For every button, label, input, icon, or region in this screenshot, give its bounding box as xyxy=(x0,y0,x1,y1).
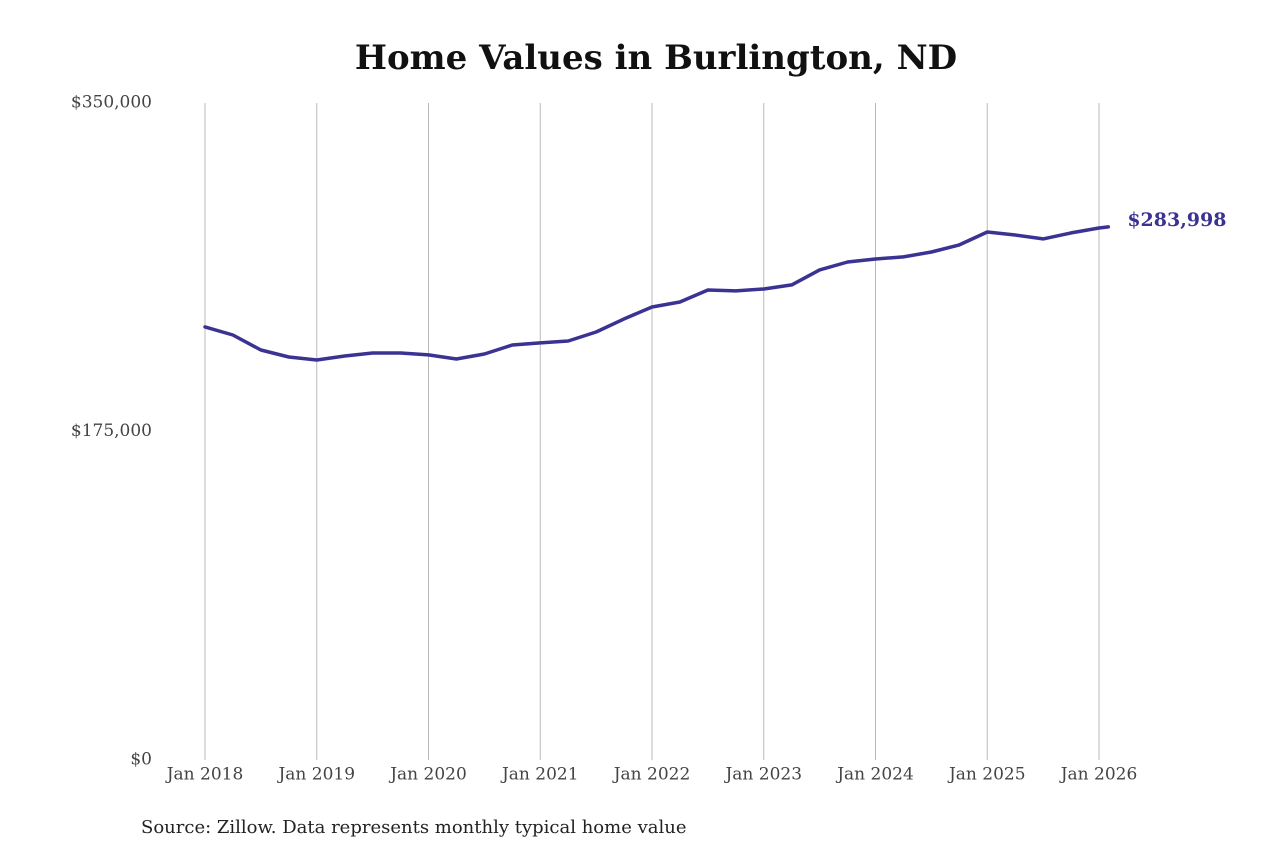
x-tick-label: Jan 2022 xyxy=(612,765,691,785)
x-tick-label: Jan 2019 xyxy=(276,765,355,785)
x-tick-label: Jan 2018 xyxy=(165,765,244,785)
y-tick-label: $175,000 xyxy=(71,421,152,441)
x-tick-label: Jan 2026 xyxy=(1059,765,1138,785)
x-tick-label: Jan 2024 xyxy=(835,765,914,785)
x-tick-label: Jan 2020 xyxy=(388,765,467,785)
line xyxy=(203,225,1111,362)
x-tick-label: Jan 2023 xyxy=(723,765,802,785)
source-note: Source: Zillow. Data represents monthly … xyxy=(141,817,687,838)
y-tick-label: $0 xyxy=(130,750,152,770)
x-tick-label: Jan 2021 xyxy=(500,765,579,785)
y-tick-label: $350,000 xyxy=(71,93,152,113)
value-label: $283,998 xyxy=(1127,209,1226,231)
chart-title: Home Values in Burlington, ND xyxy=(355,38,957,78)
x-tick-label: Jan 2025 xyxy=(947,765,1026,785)
